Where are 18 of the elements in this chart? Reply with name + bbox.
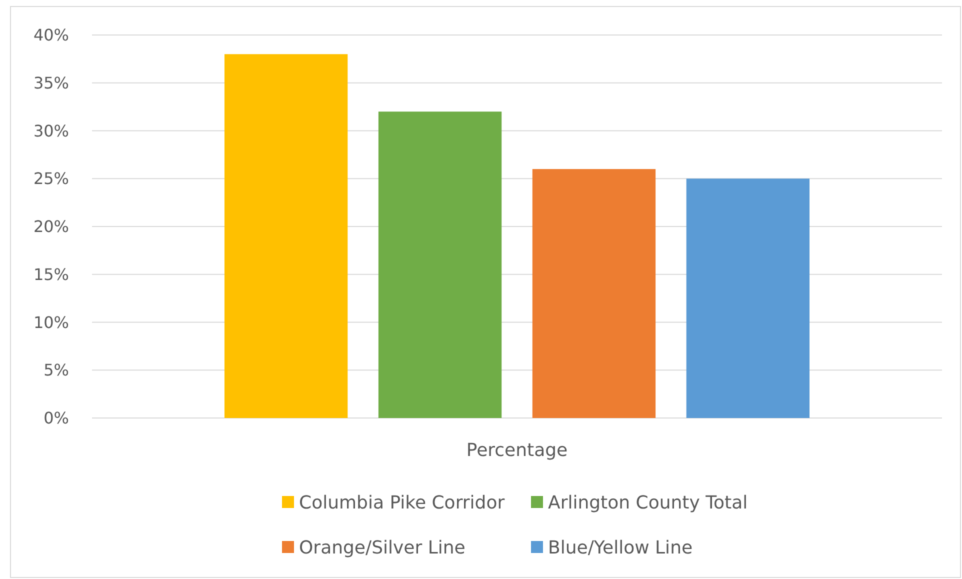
y-tick-label: 15%: [33, 264, 69, 284]
legend-label: Arlington County Total: [548, 492, 748, 514]
y-tick-label: 5%: [44, 360, 69, 380]
legend-label: Columbia Pike Corridor: [299, 492, 506, 514]
bar: [686, 178, 810, 418]
legend-label: Blue/Yellow Line: [548, 537, 693, 558]
bar: [224, 54, 348, 418]
bar: [378, 112, 502, 418]
y-tick-label: 35%: [33, 73, 69, 92]
y-tick-label: 10%: [33, 312, 69, 332]
y-tick-label: 25%: [33, 169, 69, 188]
y-tick-label: 0%: [44, 408, 69, 428]
legend-label: Orange/Silver Line: [299, 537, 466, 558]
x-tick-label: Percentage: [466, 440, 568, 461]
y-tick-label: 20%: [33, 217, 69, 236]
y-tick-label: 40%: [33, 26, 69, 45]
bar: [532, 169, 656, 418]
y-tick-label: 30%: [33, 121, 69, 140]
